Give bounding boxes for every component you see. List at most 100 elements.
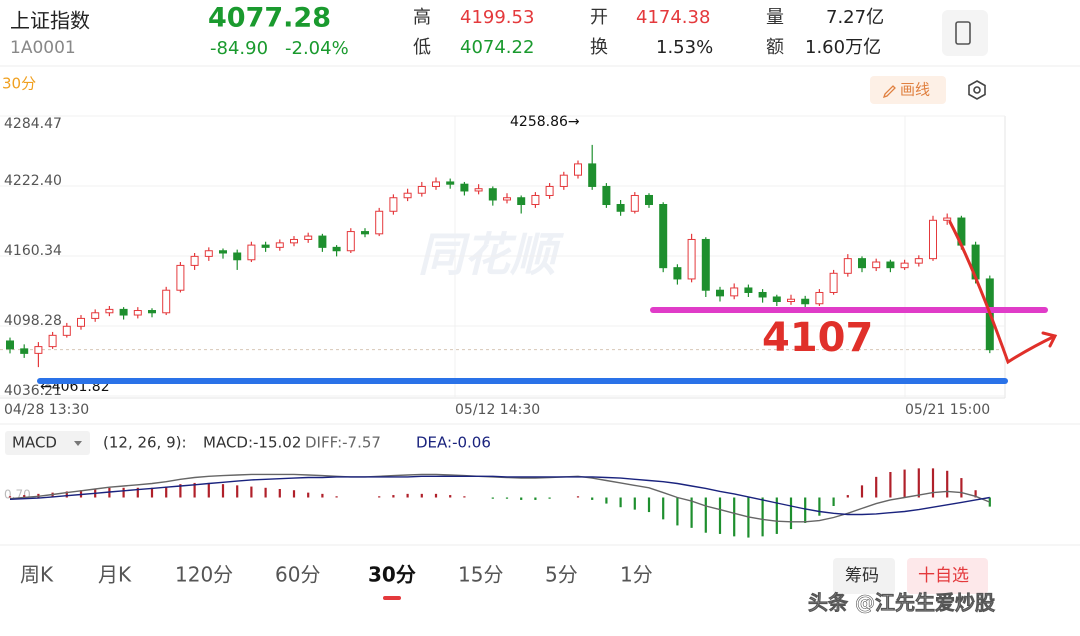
- settings-icon-dot: [973, 86, 981, 94]
- tab[interactable]: 1分: [620, 563, 653, 587]
- candle-body: [716, 289, 724, 297]
- y-tick-label: 4160.34: [4, 243, 62, 259]
- watermark: 同花顺: [418, 228, 565, 282]
- candle-body: [346, 231, 355, 252]
- candle-body: [261, 244, 270, 248]
- candle-body: [858, 258, 866, 269]
- watchlist-button[interactable]: [907, 558, 988, 594]
- annotation: 4107: [762, 315, 873, 361]
- candle-body: [403, 192, 412, 199]
- candle-body: [133, 310, 142, 316]
- chip-label[interactable]: 筹码: [845, 566, 879, 586]
- candle-body: [77, 317, 85, 327]
- candle-body: [801, 298, 810, 305]
- candle-body: [730, 287, 739, 297]
- candle-body: [91, 312, 100, 319]
- tab[interactable]: 5分: [545, 563, 578, 587]
- settings-icon[interactable]: [968, 80, 986, 100]
- tab[interactable]: 30分: [368, 563, 416, 587]
- candle-body: [290, 238, 298, 244]
- candle-body: [645, 194, 653, 206]
- candle-body: [517, 197, 526, 206]
- drawn-arrow: [948, 220, 1058, 365]
- macd-label: MACD: [12, 434, 57, 452]
- candle-body: [701, 238, 710, 291]
- candle-body: [233, 252, 242, 261]
- stat-value: 4074.22: [460, 37, 534, 58]
- candle-body: [559, 174, 568, 187]
- candle-body: [914, 258, 923, 264]
- candle-body: [62, 325, 71, 336]
- diff-value: DIFF:-7.57: [305, 434, 381, 452]
- tab[interactable]: 60分: [275, 563, 320, 587]
- candle-body: [432, 181, 440, 187]
- candle-body: [503, 197, 511, 201]
- candle-body: [162, 289, 171, 314]
- candle-body: [20, 348, 29, 354]
- y-tick-label: 4036.21: [4, 383, 62, 399]
- candle-body: [176, 264, 185, 291]
- candle-body: [190, 255, 199, 266]
- tab[interactable]: 周K: [20, 563, 54, 587]
- x-tick-label: 05/12 14:30: [455, 402, 540, 418]
- candle-body: [545, 185, 554, 196]
- change: -84.90: [210, 38, 268, 59]
- chip-button[interactable]: [833, 558, 895, 594]
- y-tick-label: 4222.40: [4, 173, 62, 189]
- content: 上证指数 1A0001 4077.28 -84.90 -2.04% 高 4199.53 低 40…: [0, 3, 1005, 615]
- tab[interactable]: 15分: [458, 563, 503, 587]
- candle-body: [886, 261, 895, 269]
- high-label: 4258.86→: [510, 114, 580, 130]
- device-icon: [955, 21, 971, 45]
- stat-value: 1.60万亿: [805, 37, 881, 58]
- tab[interactable]: 120分: [175, 563, 233, 587]
- stat-value: 1.53%: [656, 37, 713, 58]
- candle-body: [531, 194, 540, 206]
- candle-body: [275, 242, 284, 248]
- macd-selector[interactable]: [5, 431, 90, 455]
- candle-body: [247, 244, 256, 261]
- candle-body: [446, 181, 455, 185]
- candle-body: [602, 185, 611, 206]
- macd-params: (12, 26, 9):: [103, 434, 187, 452]
- stat-value: 4174.38: [636, 7, 710, 28]
- candle-body: [119, 308, 128, 316]
- stat-label: 高: [413, 7, 431, 28]
- stat-label: 额: [766, 37, 784, 58]
- device-button[interactable]: [942, 10, 988, 56]
- candle-body: [460, 183, 469, 192]
- stat-label: 量: [766, 7, 784, 28]
- period: 30分: [2, 75, 36, 93]
- index-code: 1A0001: [10, 38, 76, 58]
- dea-line: [9, 475, 990, 516]
- candle-body: [872, 261, 881, 269]
- candle-body: [574, 163, 582, 176]
- x-tick-label: 05/21 15:00: [905, 402, 990, 418]
- index-name: 上证指数: [10, 9, 90, 33]
- candle-body: [488, 188, 497, 201]
- candle-body: [48, 334, 57, 348]
- candle-body: [219, 250, 227, 254]
- tab[interactable]: 月K: [98, 563, 132, 587]
- candle-body: [588, 163, 597, 187]
- stat-label: 换: [590, 37, 608, 58]
- candle-body: [843, 258, 852, 274]
- candle-body: [758, 291, 767, 298]
- price: 4077.28: [208, 3, 331, 34]
- dea-value: DEA:-0.06: [416, 434, 491, 452]
- watchlist-label[interactable]: 十自选: [918, 566, 969, 586]
- draw-button[interactable]: [870, 76, 946, 104]
- candle-body: [687, 238, 696, 280]
- candle-body: [815, 291, 824, 305]
- stat-label: 开: [590, 7, 608, 28]
- candle-body: [943, 217, 952, 221]
- pencil-icon: [882, 85, 896, 99]
- macd-value: MACD:-15.02: [203, 434, 301, 452]
- candle-body: [829, 272, 838, 293]
- candle-body: [787, 298, 795, 302]
- draw-button-label: 画线: [900, 81, 930, 99]
- candle-body: [659, 204, 668, 269]
- candle-body: [204, 250, 213, 257]
